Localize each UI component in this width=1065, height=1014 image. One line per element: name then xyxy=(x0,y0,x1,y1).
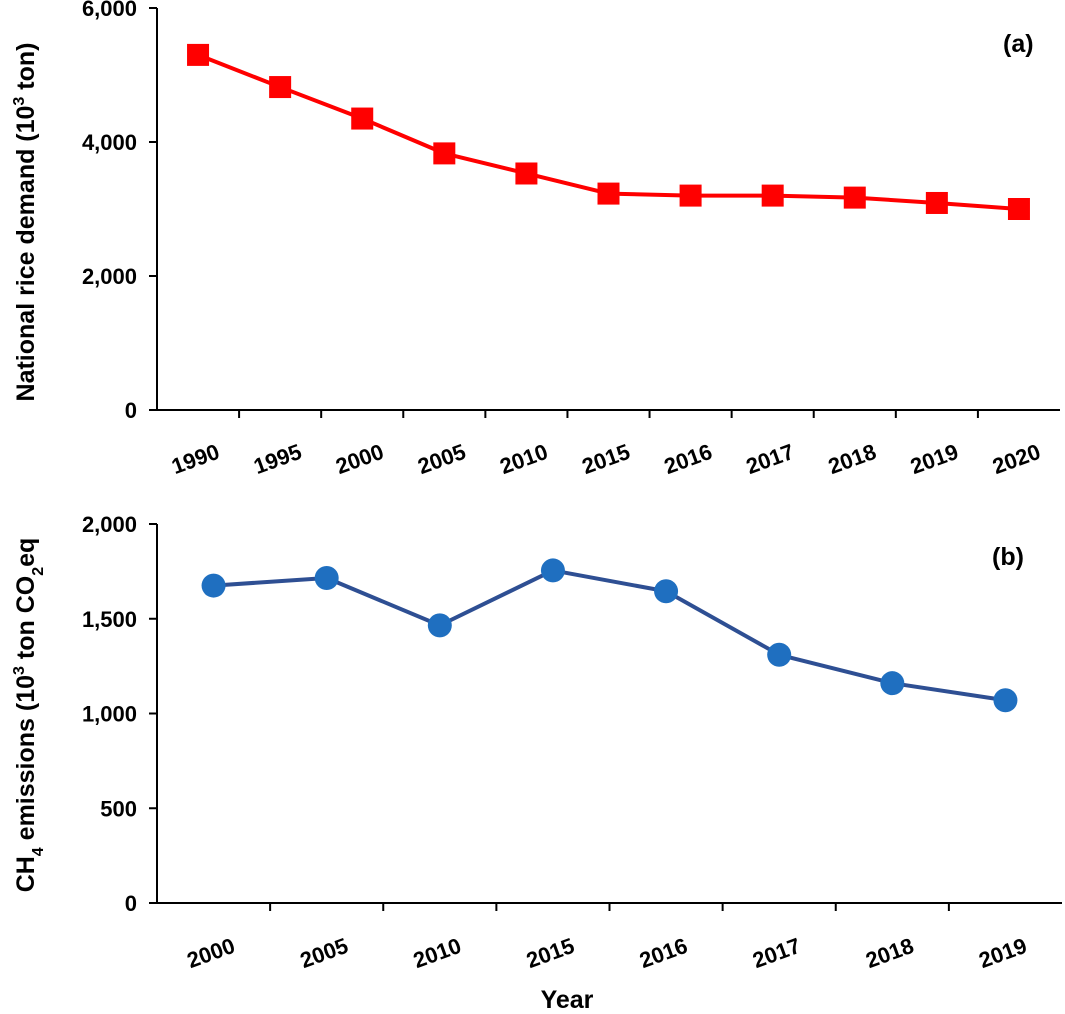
x-tick-label: 2000 xyxy=(184,933,239,973)
data-point xyxy=(515,162,538,185)
data-point xyxy=(654,579,679,604)
x-tick-label: 2018 xyxy=(862,933,917,973)
x-tick-label: 2005 xyxy=(414,439,469,479)
panel-b-label: (b) xyxy=(992,543,1024,571)
data-point xyxy=(597,182,620,205)
y-tick-label: 1,500 xyxy=(82,607,137,632)
x-tick-label: 2017 xyxy=(743,439,798,479)
series-line xyxy=(213,568,1006,703)
x-tick-label: 1995 xyxy=(250,439,305,479)
data-point xyxy=(427,613,452,638)
x-tick-label: 2015 xyxy=(579,439,634,479)
y-tick-label: 0 xyxy=(125,398,137,423)
data-point xyxy=(925,191,948,214)
y-tick-label: 0 xyxy=(125,891,137,916)
data-point xyxy=(433,142,456,165)
x-tick-label: 1990 xyxy=(168,439,223,479)
data-point xyxy=(269,76,292,99)
data-point xyxy=(761,184,784,207)
y-tick-label: 2,000 xyxy=(82,264,137,289)
panel-b-x-axis-title: Year xyxy=(541,986,594,1014)
data-point xyxy=(314,566,339,591)
data-point xyxy=(993,688,1018,713)
data-point xyxy=(679,184,702,207)
y-tick-label: 2,000 xyxy=(82,512,137,537)
x-tick-label: 2020 xyxy=(989,439,1044,479)
x-tick-label: 2016 xyxy=(661,439,716,479)
data-point xyxy=(1007,198,1030,220)
panel-b-y-axis-title: CH4 emissions (103 ton CO2eq xyxy=(11,538,47,893)
panel-a-rice-demand: National rice demand (103 ton) (a) 0 2,00… xyxy=(11,0,1060,479)
panel-a-label: (a) xyxy=(1003,30,1034,58)
x-tick-label: 2010 xyxy=(410,933,465,973)
x-tick-label: 2005 xyxy=(297,933,352,973)
x-tick-label: 2018 xyxy=(825,439,880,479)
x-tick-label: 2000 xyxy=(332,439,387,479)
data-point xyxy=(540,558,565,583)
data-point xyxy=(767,642,792,667)
data-point xyxy=(351,107,374,130)
y-tick-label: 1,000 xyxy=(82,702,137,727)
data-point xyxy=(843,186,866,209)
data-point xyxy=(880,671,905,696)
panel-a-y-axis-title: National rice demand (103 ton) xyxy=(11,43,40,402)
data-point xyxy=(201,573,226,598)
x-tick-label: 2019 xyxy=(907,439,962,479)
y-tick-label: 4,000 xyxy=(82,130,137,155)
y-tick-label: 6,000 xyxy=(82,0,137,21)
x-tick-label: 2010 xyxy=(497,439,552,479)
x-tick-label: 2015 xyxy=(523,933,578,973)
y-tick-label: 500 xyxy=(100,796,137,821)
x-tick-label: 2016 xyxy=(636,933,691,973)
x-tick-label: 2019 xyxy=(976,933,1031,973)
x-tick-label: 2017 xyxy=(749,933,804,973)
panel-b-ch4-emissions: CH4 emissions (103 ton CO2eq (b) Year 0 5… xyxy=(11,512,1062,1014)
data-point xyxy=(187,43,210,66)
